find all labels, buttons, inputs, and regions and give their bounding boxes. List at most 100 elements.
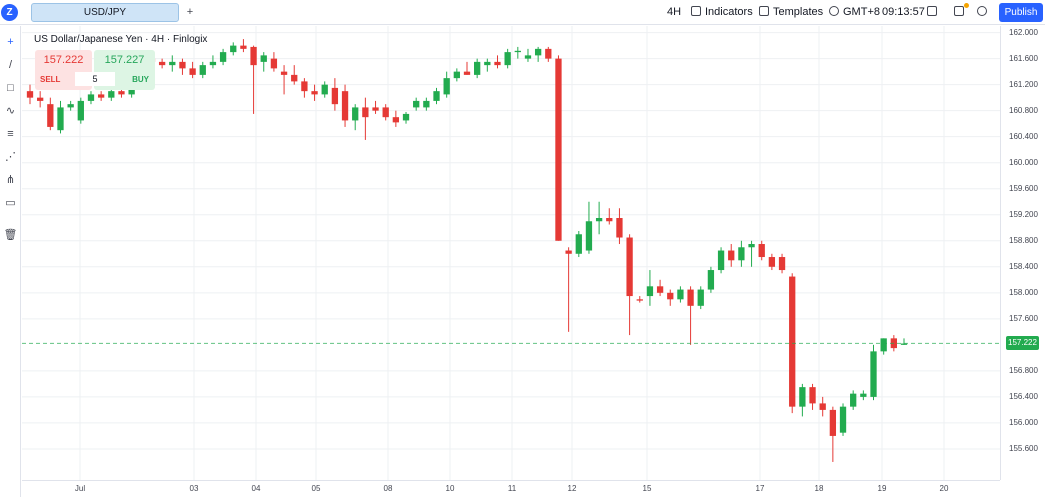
candle-body	[209, 61, 217, 66]
time-tick-label: 05	[311, 484, 321, 493]
candle-body	[778, 257, 786, 271]
candle-body	[189, 68, 196, 75]
settings-button[interactable]	[977, 0, 991, 25]
candle-body	[616, 218, 623, 238]
candle-body	[118, 91, 125, 95]
time-tick-label: 12	[567, 484, 577, 493]
fib-icon[interactable]: ≡	[7, 128, 14, 140]
drawing-toolbar: + / □ ∿ ≡ ⋰ ⋔ ▭ 🗑	[0, 26, 21, 497]
gann-icon[interactable]: ⋰	[5, 151, 16, 163]
candle-body	[250, 46, 257, 66]
publish-button[interactable]: Publish	[999, 3, 1043, 22]
candle-body	[900, 343, 908, 345]
price-tick-label: 155.600	[1009, 443, 1038, 453]
candle-body	[179, 61, 186, 69]
quantity-input[interactable]: 5	[75, 72, 115, 86]
time-tick-label: 08	[383, 484, 393, 493]
candle-body	[47, 104, 54, 127]
candle-body	[860, 393, 867, 397]
symbol-tab[interactable]: USD/JPY	[31, 3, 179, 22]
candle-body	[707, 270, 715, 290]
candle-body	[585, 221, 593, 251]
candle-body	[87, 94, 95, 101]
layout-icon	[954, 6, 964, 16]
price-tick-label: 157.600	[1009, 313, 1038, 323]
screenshot-icon	[927, 6, 937, 16]
candle-body	[280, 71, 288, 75]
price-tick-label: 160.400	[1009, 131, 1038, 141]
candle-body	[809, 387, 816, 404]
trash-icon[interactable]: 🗑	[3, 229, 18, 241]
candle-body	[565, 250, 572, 254]
interval-selector[interactable]: 4H	[667, 6, 682, 18]
candle-body	[839, 406, 847, 433]
text-note-icon[interactable]: ▭	[5, 197, 16, 209]
time-axis[interactable]: Jul 03 04 05 08 10 11 12 15 17 18 19 20	[22, 480, 1000, 497]
candle-body	[230, 45, 237, 53]
candle-body	[260, 55, 267, 62]
candle-body	[352, 107, 359, 121]
candle-body	[413, 100, 420, 108]
candle-body	[646, 286, 654, 297]
time-tick-label: 20	[939, 484, 949, 493]
candle-body	[108, 91, 115, 98]
screenshot-button[interactable]	[927, 0, 941, 25]
candle-body	[524, 55, 532, 59]
candle-body	[789, 276, 796, 407]
trade-panel: 157.222 SELL 157.227 BUY 5	[35, 50, 155, 90]
price-chart[interactable]	[22, 26, 1000, 480]
add-tab-button[interactable]: +	[186, 6, 194, 18]
templates-button[interactable]: Templates	[759, 0, 823, 25]
candle-body	[738, 247, 745, 261]
candle-body	[453, 71, 460, 79]
candle-body	[270, 58, 278, 69]
time-tick-label: 18	[814, 484, 824, 493]
candle-body	[291, 74, 298, 82]
candle-body	[829, 409, 837, 436]
path-icon[interactable]: ∿	[5, 105, 16, 117]
candle-body	[169, 61, 176, 66]
candle-body	[341, 91, 349, 121]
candle-body	[697, 289, 704, 306]
price-tick-label: 159.200	[1009, 209, 1038, 219]
candle-body	[514, 50, 521, 53]
timezone-label: GMT+8	[843, 6, 880, 18]
timezone-button[interactable]: GMT+8	[829, 0, 880, 25]
candle-body	[768, 257, 776, 267]
time-tick-label: 04	[251, 484, 261, 493]
candle-body	[575, 234, 582, 254]
candle-body	[97, 94, 105, 98]
price-tick-label: 162.000	[1009, 27, 1038, 37]
candle-body	[534, 48, 542, 56]
trendline-icon[interactable]: /	[8, 59, 13, 71]
price-tick-label: 158.800	[1009, 235, 1038, 245]
candle-body	[443, 78, 450, 95]
candle-body	[717, 250, 725, 271]
candle-body	[331, 87, 339, 105]
price-axis[interactable]: 162.000 161.600 161.200 160.800 160.400 160.0…	[1000, 26, 1045, 480]
candle-body	[372, 107, 379, 111]
candle-body	[595, 218, 603, 222]
candle-body	[433, 91, 440, 101]
price-tick-label: 159.600	[1009, 183, 1038, 193]
candle-body	[504, 52, 511, 66]
chart-legend-title: US Dollar/Japanese Yen · 4H · Finlogix	[34, 34, 208, 45]
candle-body	[382, 107, 389, 118]
candle-body	[474, 61, 481, 75]
app-logo-icon[interactable]: Z	[1, 4, 18, 21]
candle-body	[880, 338, 887, 352]
time-tick-label: 17	[755, 484, 765, 493]
price-tick-label: 156.000	[1009, 417, 1038, 427]
indicators-button[interactable]: Indicators	[691, 0, 753, 25]
settings-icon	[977, 6, 987, 16]
price-tick-label: 160.800	[1009, 105, 1038, 115]
candle-body	[555, 58, 562, 241]
candle-body	[870, 351, 877, 397]
time-tick-label: 19	[877, 484, 887, 493]
candle-body	[37, 97, 44, 101]
rectangle-icon[interactable]: □	[7, 82, 14, 94]
layout-button[interactable]	[954, 0, 968, 25]
time-tick-label: 11	[507, 484, 517, 493]
pitchfork-icon[interactable]: ⋔	[5, 174, 16, 186]
crosshair-icon[interactable]: +	[7, 36, 14, 48]
